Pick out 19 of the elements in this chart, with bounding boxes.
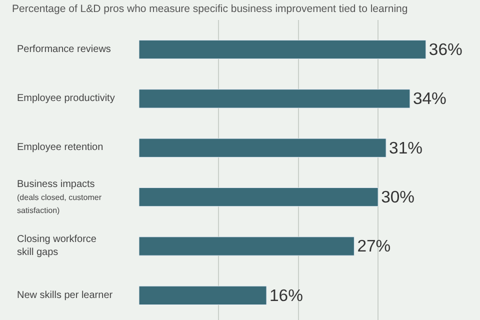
data-label: 16%: [270, 286, 304, 305]
data-label: 30%: [381, 187, 415, 206]
chart-title: Percentage of L&D pros who measure specific business improvement tied to learning: [12, 3, 408, 16]
y-tick-label: Employee productivity: [17, 93, 115, 104]
bar: [139, 138, 386, 158]
data-label: 31%: [389, 138, 423, 158]
bar: [139, 236, 354, 256]
y-tick-label: Business impacts (deals closed, customer satisfaction): [17, 179, 102, 215]
data-label: 36%: [428, 40, 462, 59]
y-tick-label: Performance reviews: [17, 44, 111, 55]
y-tick-label: Employee retention: [17, 142, 104, 153]
data-label: 34%: [412, 89, 447, 108]
data-label: 27%: [357, 236, 391, 256]
bar: [139, 286, 267, 305]
bar: [139, 89, 410, 108]
bar: [139, 40, 426, 60]
y-tick-label: Closing workforce skill gaps: [17, 234, 97, 258]
y-tick-label: New skills per learner: [17, 290, 114, 301]
bar: [139, 187, 378, 207]
